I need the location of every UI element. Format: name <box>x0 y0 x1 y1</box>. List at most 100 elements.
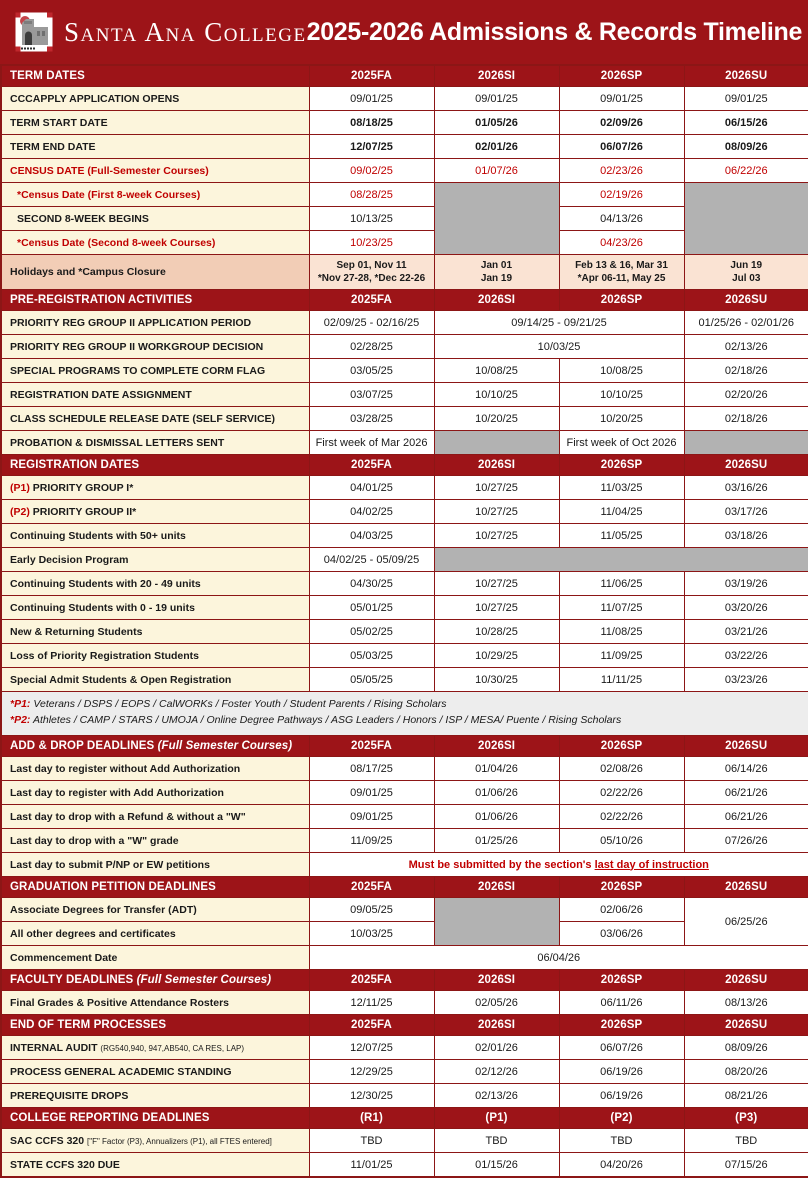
column-header: 2026SI <box>433 1014 560 1036</box>
date-cell: TBD <box>558 1128 685 1153</box>
date-cell: 08/20/26 <box>683 1059 808 1084</box>
date-cell: 09/01/25 <box>683 86 808 111</box>
date-cell: 01/06/26 <box>433 804 560 829</box>
table-row: Associate Degrees for Transfer (ADT) 09/0… <box>0 897 808 946</box>
table-row: STATE CCFS 320 DUE 11/01/25 01/15/26 04/20/… <box>0 1152 808 1178</box>
row-label: *Census Date (First 8-week Courses) <box>0 182 310 207</box>
priority-tag: (P1) <box>10 481 30 494</box>
row-label: STATE CCFS 320 DUE <box>0 1152 310 1178</box>
holiday-line: Feb 13 & 16, Mar 31 <box>575 259 668 271</box>
row-label-text: PRIORITY GROUP II* <box>32 505 137 518</box>
table-row: Continuing Students with 0 - 19 units 05/… <box>0 595 808 620</box>
date-cell: 10/03/25 <box>308 921 435 946</box>
table-row: TERM START DATE 08/18/25 01/05/26 02/09/26 0… <box>0 110 808 135</box>
date-cell: 09/05/25 <box>308 897 435 922</box>
row-label: TERM END DATE <box>0 134 310 159</box>
column-header: 2026SI <box>433 735 560 757</box>
column-header: 2026SI <box>433 289 560 311</box>
date-cell: 11/09/25 <box>558 643 685 668</box>
column-header: 2026SU <box>683 1014 808 1036</box>
date-cell: 10/28/25 <box>433 619 560 644</box>
section-title: FACULTY DEADLINES (Full Semester Courses… <box>0 969 310 991</box>
table-row: CENSUS DATE (Full-Semester Courses) 09/02… <box>0 158 808 183</box>
date-cell: Feb 13 & 16, Mar 31 *Apr 06-11, May 25 <box>558 254 685 290</box>
row-label-text: Special Admit Students & Open Registrati… <box>10 673 232 686</box>
table-row: *Census Date (Second 8-week Courses) 10/2… <box>0 230 808 255</box>
row-label: (P1) PRIORITY GROUP I* <box>0 475 310 500</box>
date-cell: 05/05/25 <box>308 667 435 692</box>
row-label-text: SECOND 8-WEEK BEGINS <box>17 212 149 225</box>
blocked-cell <box>433 430 560 455</box>
column-header: 2025FA <box>308 454 435 476</box>
table-row: (P1) PRIORITY GROUP I* 04/01/25 10/27/25 11… <box>0 475 808 500</box>
section-header-row: TERM DATES 2025FA 2026SI 2026SP 2026SU <box>0 64 808 87</box>
column-header: 2025FA <box>308 876 435 898</box>
priority-tag: (P2) <box>10 505 30 518</box>
column-header: (R1) <box>308 1107 435 1129</box>
column-header: 2026SI <box>433 969 560 991</box>
footnote-line: *P1: Veterans / DSPS / EOPS / CalWORKs /… <box>10 697 808 713</box>
row-label: New & Returning Students <box>0 619 310 644</box>
date-cell: 09/01/25 <box>308 804 435 829</box>
footnote-row: *P1: Veterans / DSPS / EOPS / CalWORKs /… <box>0 691 808 736</box>
date-cell: 08/17/25 <box>308 756 435 781</box>
row-label: Early Decision Program <box>0 547 310 572</box>
date-cell: 05/03/25 <box>308 643 435 668</box>
date-cell: TBD <box>308 1128 435 1153</box>
row-label-text: Early Decision Program <box>10 553 129 566</box>
date-cell: 09/01/25 <box>433 86 560 111</box>
row-label-text: Final Grades & Positive Attendance Roste… <box>10 996 230 1009</box>
column-header: 2026SP <box>558 289 685 311</box>
date-cell: 12/07/25 <box>308 1035 435 1060</box>
date-cell: 03/07/25 <box>308 382 435 407</box>
row-label: PROCESS GENERAL ACADEMIC STANDING <box>0 1059 310 1084</box>
date-cell: 07/15/26 <box>683 1152 808 1178</box>
date-cell: 10/27/25 <box>433 475 560 500</box>
column-header: (P1) <box>433 1107 560 1129</box>
date-cell: 10/13/25 <box>308 206 435 231</box>
date-cell: 12/07/25 <box>308 134 435 159</box>
column-header: 2025FA <box>308 735 435 757</box>
section-title-text: REGISTRATION DATES <box>10 459 140 471</box>
table-row: PRIORITY REG GROUP II WORKGROUP DECISION… <box>0 334 808 359</box>
date-cell: 04/02/25 - 05/09/25 <box>308 547 435 572</box>
date-cell: 02/01/26 <box>433 1035 560 1060</box>
date-cell: 08/28/25 <box>308 182 435 207</box>
footnote-line: *P2: Athletes / CAMP / STARS / UMOJA / O… <box>10 713 808 729</box>
table-row: INTERNAL AUDIT (RG540,940, 947,AB540, CA… <box>0 1035 808 1060</box>
table-row: Loss of Priority Registration Students 05… <box>0 643 808 668</box>
table-row: PROBATION & DISMISSAL LETTERS SENT First … <box>0 430 808 455</box>
row-label: CLASS SCHEDULE RELEASE DATE (SELF SERVIC… <box>0 406 310 431</box>
date-cell: 03/05/25 <box>308 358 435 383</box>
row-label: Last day to register without Add Authori… <box>0 756 310 781</box>
blocked-cell <box>683 182 808 255</box>
date-cell: 02/23/26 <box>558 158 685 183</box>
table-row: Last day to drop with a "W" grade 11/09/2… <box>0 828 808 853</box>
date-cell: 10/08/25 <box>558 358 685 383</box>
table-row: CLASS SCHEDULE RELEASE DATE (SELF SERVIC… <box>0 406 808 431</box>
column-header: (P2) <box>558 1107 685 1129</box>
date-cell: 02/09/26 <box>558 110 685 135</box>
row-label-text: CLASS SCHEDULE RELEASE DATE (SELF SERVIC… <box>10 412 276 425</box>
row-label: SAC CCFS 320 ["F" Factor (P3), Annualize… <box>0 1128 310 1153</box>
date-cell: 10/27/25 <box>433 523 560 548</box>
date-cell: First week of Oct 2026 <box>558 430 685 455</box>
table-row: SECOND 8-WEEK BEGINS 10/13/25 04/13/26 <box>0 206 808 231</box>
table-row: Last day to register with Add Authorizat… <box>0 780 808 805</box>
date-cell: 03/21/26 <box>683 619 808 644</box>
table-row: New & Returning Students 05/02/25 10/28/25… <box>0 619 808 644</box>
date-cell: 12/30/25 <box>308 1083 435 1108</box>
section-title: COLLEGE REPORTING DEADLINES <box>0 1107 310 1129</box>
date-cell: 03/20/26 <box>683 595 808 620</box>
date-cell: 06/22/26 <box>683 158 808 183</box>
row-label-text: Last day to drop with a Refund & without… <box>10 810 246 823</box>
row-label: Last day to drop with a Refund & without… <box>0 804 310 829</box>
row-label: REGISTRATION DATE ASSIGNMENT <box>0 382 310 407</box>
footnotes: *P1: Veterans / DSPS / EOPS / CalWORKs /… <box>0 691 808 736</box>
date-cell: First week of Mar 2026 <box>308 430 435 455</box>
holiday-line: Jun 19 <box>730 259 763 271</box>
section-title-suffix: (Full Semester Courses) <box>136 974 272 986</box>
row-label: Loss of Priority Registration Students <box>0 643 310 668</box>
row-label-text: Holidays and *Campus Closure <box>10 265 166 278</box>
section-title-text: FACULTY DEADLINES <box>10 974 134 986</box>
